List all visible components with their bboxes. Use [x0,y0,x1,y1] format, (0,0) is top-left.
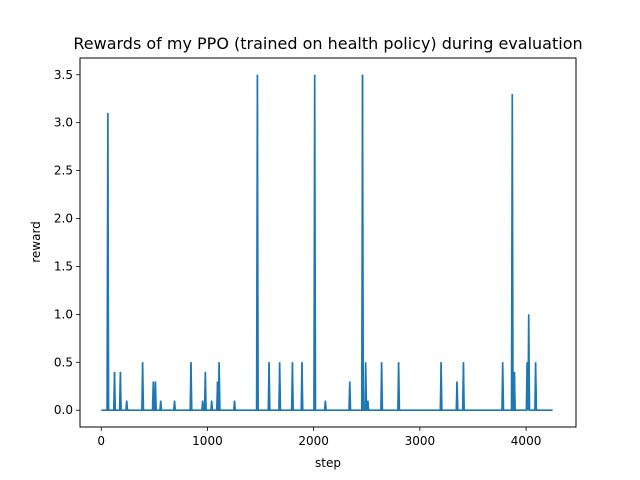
x-axis-label: step [315,456,341,470]
x-tick-label: 1000 [192,434,223,448]
y-tick-label: 3.0 [54,116,73,130]
x-tick-label: 3000 [405,434,436,448]
y-tick-label: 2.5 [54,164,73,178]
y-tick-label: 1.0 [54,307,73,321]
axes-frame [79,57,577,428]
plot-area [101,74,553,412]
y-axis-label: reward [29,221,43,263]
x-tick-label: 2000 [298,434,329,448]
y-tick-label: 2.0 [54,212,73,226]
x-tick-label: 4000 [511,434,542,448]
y-tick-label: 0.5 [54,355,73,369]
x-tick-label: 0 [97,434,105,448]
y-tick-label: 1.5 [54,259,73,273]
chart-title: Rewards of my PPO (trained on health pol… [73,34,582,53]
y-tick-label: 3.5 [54,68,73,82]
series-line-0 [101,74,553,412]
y-tick-label: 0.0 [54,403,73,417]
ticks: 0 1000 2000 3000 4000 0.0 0.5 1.0 1.5 2.0 2.5 3.0 3.… [54,68,541,448]
